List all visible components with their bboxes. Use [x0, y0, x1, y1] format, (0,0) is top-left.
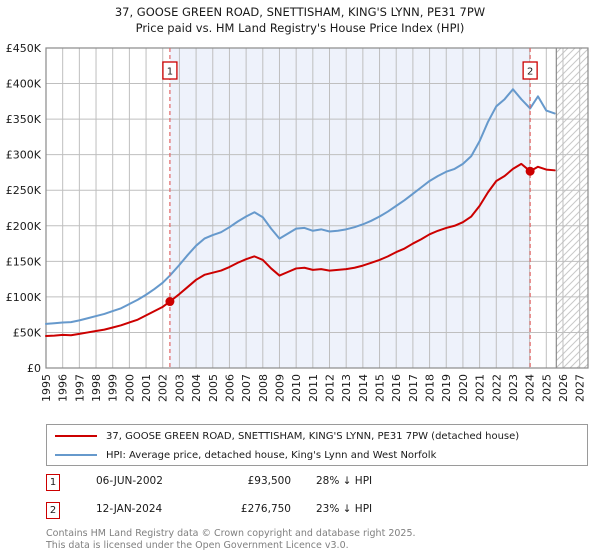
x-axis-tick-label: 2022: [490, 374, 503, 402]
price-history-chart: £0 £50K £100K £150K £200K £250K £300K £350K £400…: [6, 42, 589, 402]
y-axis-tick-label: £150K: [6, 255, 42, 268]
x-axis-tick-label: 1997: [73, 374, 86, 402]
x-axis-tick-label: 2012: [324, 374, 337, 402]
x-axis-tick-label: 2011: [307, 374, 320, 402]
x-axis-tick-label: 2014: [357, 374, 370, 402]
x-axis-tick-label: 2016: [390, 374, 403, 402]
sale-price: £276,750: [240, 503, 291, 515]
x-axis-tick-label: 2019: [440, 374, 453, 402]
x-axis-tick-label: 1996: [57, 374, 70, 402]
legend-item-hpi: HPI: Average price, detached house, King…: [55, 445, 436, 465]
x-axis-tick-label: 2003: [173, 374, 186, 402]
sale-point-marker: [165, 297, 175, 307]
x-axis-tick-label: 2006: [223, 374, 236, 402]
series-line-hpi: [45, 88, 556, 325]
x-axis-tick-label: 2021: [474, 374, 487, 402]
x-axis-tick-label: 2009: [273, 374, 286, 402]
sale-date: 12-JAN-2024: [96, 503, 163, 515]
x-axis-tick-label: 2005: [207, 374, 220, 402]
sale-badge: 2: [46, 502, 60, 519]
sale-marker-badge: [162, 61, 178, 80]
legend-swatch-property: [55, 435, 97, 437]
y-axis-tick-label: £450K: [6, 42, 42, 55]
x-axis-tick-label: 2002: [157, 374, 170, 402]
legend-item-property: 37, GOOSE GREEN ROAD, SNETTISHAM, KING'S…: [55, 426, 519, 446]
legend-label-property: 37, GOOSE GREEN ROAD, SNETTISHAM, KING'S…: [106, 430, 520, 442]
x-axis-tick-label: 2000: [123, 374, 136, 402]
x-axis-tick-label: 1998: [90, 374, 103, 402]
x-axis-tick-label: 2007: [240, 374, 253, 402]
sale-marker-badge-label: 2: [527, 67, 533, 78]
x-axis-tick-label: 2026: [557, 374, 570, 402]
x-axis-tick-label: 2010: [290, 374, 303, 402]
y-axis-tick-label: £0: [27, 362, 41, 375]
ownership-band: [169, 48, 531, 368]
title-line-1: 37, GOOSE GREEN ROAD, SNETTISHAM, KING'S…: [114, 5, 486, 19]
y-axis-tick-label: £250K: [6, 184, 42, 197]
x-axis-tick-label: 2008: [257, 374, 270, 402]
x-axis-tick-label: 2018: [424, 374, 437, 402]
y-axis-tick-label: £200K: [6, 220, 42, 233]
sale-date: 06-JUN-2002: [96, 475, 163, 487]
x-axis-tick-label: 2023: [507, 374, 520, 402]
x-axis-tick-label: 2001: [140, 374, 153, 402]
sale-hpi-delta: 23% ↓ HPI: [316, 503, 373, 515]
x-axis-tick-label: 2024: [524, 374, 537, 402]
sale-point-marker: [525, 166, 535, 176]
y-axis-tick-label: £350K: [6, 113, 42, 126]
x-axis-tick-label: 1999: [107, 374, 120, 402]
attribution-footer: Contains HM Land Registry data © Crown c…: [46, 528, 586, 551]
sale-marker-badge: [522, 61, 538, 80]
legend-swatch-hpi: [55, 454, 97, 456]
y-axis-tick-label: £300K: [6, 149, 42, 162]
series-line-property: [45, 162, 556, 337]
x-axis-tick-label: 2027: [574, 374, 587, 402]
footer-line-1: Contains HM Land Registry data © Crown c…: [46, 528, 416, 539]
x-axis-tick-label: 2013: [340, 374, 353, 402]
page-title: 37, GOOSE GREEN ROAD, SNETTISHAM, KING'S…: [0, 4, 600, 36]
future-region: [556, 48, 588, 368]
y-axis-tick-label: £50K: [13, 326, 42, 339]
x-axis-tick-label: 1995: [40, 374, 53, 402]
x-axis-tick-label: 2015: [374, 374, 387, 402]
sale-price: £93,500: [247, 475, 291, 487]
title-line-2: Price paid vs. HM Land Registry's House …: [135, 21, 465, 35]
x-axis-tick-label: 2025: [540, 374, 553, 402]
chart-legend: 37, GOOSE GREEN ROAD, SNETTISHAM, KING'S…: [46, 424, 588, 466]
x-axis-tick-label: 2020: [457, 374, 470, 402]
y-axis-tick-label: £100K: [6, 291, 42, 304]
sale-badge: 1: [46, 474, 60, 491]
sale-marker-badge-label: 1: [167, 67, 173, 78]
x-axis-tick-label: 2017: [407, 374, 420, 402]
sale-hpi-delta: 28% ↓ HPI: [316, 475, 373, 487]
x-axis-tick-label: 2004: [190, 374, 203, 402]
legend-label-hpi: HPI: Average price, detached house, King…: [106, 449, 437, 461]
footer-line-2: This data is licensed under the Open Gov…: [46, 539, 349, 551]
y-axis-tick-label: £400K: [6, 78, 42, 91]
